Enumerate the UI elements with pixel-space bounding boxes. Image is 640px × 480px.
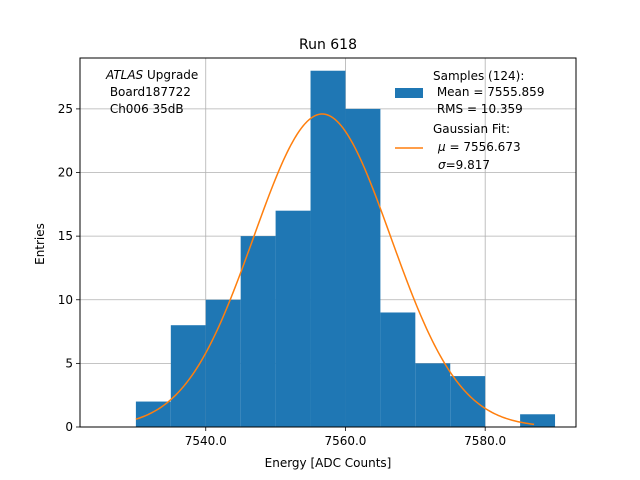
annotation-upgrade: Upgrade [143, 68, 198, 82]
x-axis-label: Energy [ADC Counts] [265, 456, 392, 470]
atlas-annotation: ATLAS Upgrade Board187722 Ch006 35dB [105, 68, 198, 116]
legend-mu-symbol: μ [437, 140, 446, 154]
histogram-bar [345, 108, 381, 428]
annotation-atlas: ATLAS [105, 68, 144, 82]
annotation-line-1: ATLAS Upgrade [105, 68, 198, 82]
x-tick-label: 7540.0 [185, 434, 227, 448]
histogram-bar [275, 210, 311, 427]
histogram-bar [415, 363, 451, 427]
histogram-bar [170, 325, 206, 427]
legend-samples-mean: Mean = 7555.859 [433, 85, 544, 99]
y-axis-label: Entries [33, 223, 47, 265]
legend-sigma-value: =9.817 [446, 158, 490, 172]
y-tick-label: 0 [65, 420, 73, 434]
legend: Samples (124): Mean = 7555.859 RMS = 10.… [395, 69, 544, 172]
y-tick-label: 5 [65, 356, 73, 370]
legend-samples-title: Samples (124): [433, 69, 524, 83]
legend-fit-sigma: σ=9.817 [438, 158, 490, 172]
histogram-bars [135, 70, 556, 428]
histogram-bar [310, 70, 346, 428]
x-tick-label: 7580.0 [464, 434, 506, 448]
histogram-bar [380, 312, 416, 427]
histogram-bar [450, 376, 486, 427]
histogram-bar [240, 236, 276, 427]
gaussian-fit [135, 113, 535, 426]
axis-ticks: 7540.0 7560.0 7580.0 0 5 10 15 20 25 [58, 102, 506, 448]
x-tick-label: 7560.0 [324, 434, 366, 448]
histogram-bar [135, 401, 171, 427]
legend-sigma-symbol: σ [438, 158, 446, 172]
annotation-line-3: Ch006 35dB [106, 102, 184, 116]
histogram-bar [520, 414, 556, 427]
y-tick-label: 25 [58, 102, 73, 116]
y-tick-label: 10 [58, 293, 73, 307]
legend-samples-swatch [395, 88, 423, 98]
y-tick-label: 15 [58, 229, 73, 243]
chart-title: Run 618 [299, 37, 357, 53]
legend-fit-title: Gaussian Fit: [433, 122, 510, 136]
legend-fit-mu: μ = 7556.673 [437, 140, 521, 154]
axes-frame [79, 57, 577, 428]
annotation-line-2: Board187722 [106, 85, 191, 99]
legend-samples-rms: RMS = 10.359 [433, 102, 523, 116]
gaussian-fit-curve [135, 113, 535, 426]
legend-mu-value: = 7556.673 [446, 140, 521, 154]
histogram-bar [205, 299, 241, 427]
y-tick-label: 20 [58, 166, 73, 180]
